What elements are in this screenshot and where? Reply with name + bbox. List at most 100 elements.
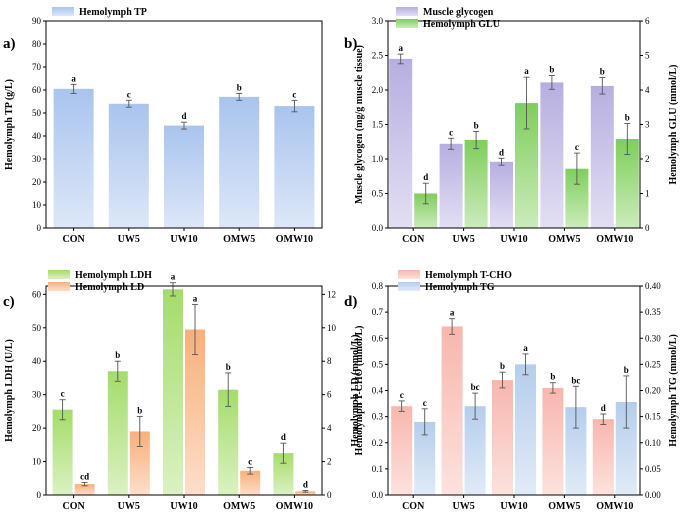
significance-label: b [624, 365, 629, 375]
bar [273, 453, 294, 495]
significance-label: b [137, 405, 142, 415]
legend-label: Hemolymph TG [425, 282, 495, 293]
y-tick-label: 0.7 [372, 307, 384, 317]
significance-label: b [549, 65, 554, 75]
y2-tick-label: 5 [645, 51, 650, 61]
significance-label: b [600, 67, 605, 77]
bar [107, 371, 128, 495]
y2-tick-label: 1 [645, 189, 650, 199]
x-tick-label: OMW10 [276, 501, 313, 512]
y-tick-label: 2.5 [372, 51, 384, 61]
y-tick-label: 0.5 [372, 359, 384, 369]
y2-tick-label: 2 [645, 154, 650, 164]
y-tick-label: 60 [32, 85, 42, 95]
y-tick-label: 30 [32, 154, 42, 164]
bar [492, 380, 513, 495]
bar [590, 85, 614, 229]
y2-axis-label: Hemolymph TG (mmol/L) [668, 334, 679, 447]
y-tick-label: 0.1 [372, 464, 383, 474]
y-tick-label: 0 [37, 223, 42, 233]
plot-frame [45, 20, 323, 229]
bar [218, 389, 239, 495]
legend-swatch [398, 282, 420, 291]
y-axis-label: Hemolymph LDH (U/L) [4, 339, 15, 442]
y2-tick-label: 8 [327, 356, 332, 366]
y-tick-label: 30 [32, 390, 42, 400]
y-axis-label: Hemolymph TP (g/L) [4, 79, 15, 170]
significance-label: cd [80, 472, 89, 482]
panel-label: c) [3, 294, 15, 310]
y2-tick-label: 0.05 [645, 464, 661, 474]
x-tick-label: UW5 [118, 501, 140, 512]
bar [52, 409, 73, 495]
x-tick-label: UW5 [452, 501, 474, 512]
y2-axis-label: Hemolymph GLU (mmol/L) [668, 65, 679, 185]
significance-label: b [550, 372, 555, 382]
bar [274, 106, 315, 228]
legend-label: Hemolymph LDH [75, 270, 152, 281]
legend-swatch [398, 270, 420, 279]
x-tick-label: OMW10 [596, 501, 633, 512]
bar [464, 406, 486, 495]
bar [441, 326, 463, 495]
legend-label: Hemolymph TP [79, 7, 147, 18]
y-tick-label: 1.0 [372, 154, 384, 164]
bar [464, 140, 488, 228]
x-tick-label: CON [62, 234, 85, 245]
x-tick-label: UW10 [500, 501, 527, 512]
y2-tick-label: 0 [327, 490, 332, 500]
bar [53, 88, 94, 228]
x-tick-label: UW10 [170, 501, 197, 512]
y2-tick-label: 6 [327, 390, 332, 400]
significance-label: a [450, 308, 455, 318]
significance-label: b [226, 362, 231, 372]
bar [295, 491, 316, 495]
y-tick-label: 60 [32, 289, 42, 299]
bar [615, 139, 639, 228]
significance-label: bc [571, 375, 580, 385]
significance-label: d [281, 432, 286, 442]
y-tick-label: 0 [37, 490, 42, 500]
bar [414, 421, 436, 495]
y-tick-label: 0.4 [372, 386, 384, 396]
significance-label: b [115, 350, 120, 360]
y-tick-label: 40 [32, 356, 42, 366]
significance-label: c [449, 127, 453, 137]
bar [515, 103, 538, 228]
x-tick-label: UW5 [118, 234, 140, 245]
legend-swatch [48, 270, 70, 279]
y-tick-label: 2.0 [372, 85, 384, 95]
bar [389, 58, 413, 229]
x-tick-label: CON [402, 234, 425, 245]
bar [108, 103, 149, 228]
bar [391, 406, 413, 495]
legend-swatch [396, 19, 418, 28]
chart-panel-1: a) a CON c UW5 d UW10 b OMW5 c OMW10 0 10 20 30 40 50 60 7… [3, 7, 323, 245]
x-tick-label: UW5 [452, 234, 474, 245]
y-tick-label: 20 [32, 423, 42, 433]
y-tick-label: 0.8 [372, 281, 384, 291]
significance-label: c [127, 89, 131, 99]
significance-label: b [625, 113, 630, 123]
significance-label: a [523, 343, 528, 353]
plot-frame [45, 285, 323, 496]
bar [615, 402, 637, 495]
y2-tick-label: 0.35 [645, 307, 661, 317]
y-tick-label: 0.2 [372, 438, 383, 448]
y2-axis-label: Hemolymph LD (mmol/L) [350, 334, 361, 446]
y2-tick-label: 0.30 [645, 333, 661, 343]
y2-tick-label: 4 [645, 85, 650, 95]
y-tick-label: 50 [32, 108, 42, 118]
significance-label: bc [471, 382, 480, 392]
significance-label: d [499, 147, 504, 157]
y-tick-label: 10 [32, 200, 42, 210]
significance-label: d [423, 172, 428, 182]
significance-label: a [193, 293, 198, 303]
significance-label: a [398, 43, 403, 53]
significance-label: d [303, 480, 308, 490]
y-tick-label: 0.0 [372, 223, 384, 233]
bar [164, 125, 204, 228]
y-tick-label: 40 [32, 131, 42, 141]
legend-swatch [396, 7, 418, 16]
significance-label: c [292, 89, 296, 99]
